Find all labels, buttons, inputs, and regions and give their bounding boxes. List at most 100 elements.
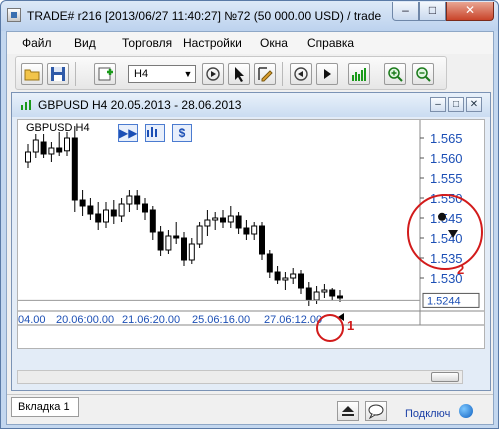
candle-body — [313, 291, 320, 301]
candle-body — [173, 235, 180, 239]
candle-body — [305, 287, 312, 301]
zoom-in-icon[interactable] — [384, 63, 406, 85]
play-forward-icon[interactable] — [316, 63, 338, 85]
candle-body — [25, 151, 31, 163]
menu-file[interactable]: Файл — [22, 36, 52, 50]
candle-body — [149, 209, 156, 233]
candle-body — [188, 243, 195, 261]
new-order-icon[interactable] — [94, 63, 116, 85]
toolbar-separator — [75, 62, 76, 86]
candle-body — [95, 213, 102, 223]
chart-horizontal-scrollbar[interactable] — [17, 370, 463, 384]
chart-icon — [20, 99, 32, 111]
cursor-icon[interactable] — [228, 63, 250, 85]
mdi-area: GBPUSD H4 20.05.2013 - 28.06.2013 – □ ✕ … — [11, 92, 491, 392]
draw-tool-icon[interactable] — [254, 63, 276, 85]
candle-body — [274, 271, 281, 281]
chart-maximize-button[interactable]: □ — [448, 97, 464, 112]
chevron-down-icon: ▼ — [183, 69, 193, 79]
chart-minimize-button[interactable]: – — [430, 97, 446, 112]
scrollbar-thumb[interactable] — [431, 372, 459, 382]
chart-window: GBPUSD H4 20.05.2013 - 28.06.2013 – □ ✕ … — [11, 92, 491, 391]
candle-body — [243, 227, 250, 235]
candle-body — [87, 205, 94, 215]
timeframe-value: H4 — [134, 68, 149, 80]
candle-body — [142, 203, 148, 213]
chart-symbol-label: GBPUSD H4 — [26, 122, 90, 134]
eject-icon[interactable] — [337, 401, 359, 421]
price-chart[interactable]: 1.5651.5601.5551.5501.5451.5401.5351.530… — [18, 120, 484, 348]
window-title: TRADE# r216 [2013/06/27 11:40:27] №72 (5… — [27, 9, 382, 23]
candle-body — [329, 289, 336, 297]
menu-help[interactable]: Справка — [307, 36, 355, 50]
step-back-icon[interactable] — [290, 63, 312, 85]
title-bar[interactable]: TRADE# r216 [2013/06/27 11:40:27] №72 (5… — [1, 1, 498, 31]
menu-settings[interactable]: Настройки — [183, 36, 242, 50]
candle-body — [126, 195, 133, 205]
annotation-circle-2 — [407, 194, 483, 270]
chat-icon[interactable] — [365, 401, 387, 421]
candle-body — [251, 225, 258, 235]
play-icon[interactable] — [202, 63, 224, 85]
main-toolbar: H4 ▼ — [15, 56, 447, 90]
candle-body — [290, 273, 297, 279]
candle-body — [321, 289, 328, 293]
candle-body — [48, 147, 55, 155]
chart-scroll-icon[interactable]: ▶▶ — [118, 124, 138, 142]
chart-window-title-bar[interactable]: GBPUSD H4 20.05.2013 - 28.06.2013 – □ ✕ — [12, 93, 490, 117]
indicators-icon[interactable] — [348, 63, 370, 85]
x-tick-label: 27.06:12.00 — [264, 314, 322, 326]
candle-body — [118, 203, 125, 217]
scroll-left-arrow-icon — [338, 313, 344, 321]
candle-body — [196, 225, 203, 245]
zoom-out-icon[interactable] — [412, 63, 434, 85]
candle-body — [32, 139, 39, 153]
candle-body — [266, 253, 273, 273]
candle-body — [79, 199, 86, 207]
candle-body — [259, 225, 265, 255]
candle-body — [181, 237, 187, 261]
connection-status: Подключ — [405, 408, 451, 420]
candle-body — [220, 217, 226, 223]
close-button[interactable]: ✕ — [446, 2, 494, 21]
menu-bar: Файл Вид Торговля Настройки Окна Справка — [7, 32, 493, 54]
maximize-button[interactable]: □ — [419, 2, 446, 21]
candle-body — [337, 295, 343, 299]
menu-trade[interactable]: Торговля — [122, 36, 173, 50]
candle-body — [110, 209, 117, 217]
candle-body — [71, 137, 78, 201]
menu-view[interactable]: Вид — [74, 36, 96, 50]
candle-body — [165, 235, 172, 251]
client-area: Файл Вид Торговля Настройки Окна Справка… — [6, 31, 494, 425]
candle-body — [282, 277, 289, 281]
candle-body — [235, 215, 242, 229]
x-tick-label: 21.06:20.00 — [122, 314, 180, 326]
candle-body — [298, 273, 304, 289]
current-price-label: 1.5244 — [427, 295, 461, 307]
x-tick-label: 20.06:00.00 — [56, 314, 114, 326]
dollar-icon[interactable]: $ — [172, 124, 192, 142]
open-folder-icon[interactable] — [21, 63, 43, 85]
save-icon[interactable] — [47, 63, 69, 85]
y-tick-label: 1.560 — [430, 151, 463, 166]
menu-windows[interactable]: Окна — [260, 36, 288, 50]
candle-body — [204, 219, 211, 227]
chart-bars-icon[interactable] — [145, 124, 165, 142]
minimize-button[interactable]: – — [392, 2, 419, 21]
y-tick-label: 1.530 — [430, 271, 463, 286]
tab-1[interactable]: Вкладка 1 — [11, 397, 79, 417]
annotation-circle-1 — [316, 314, 344, 342]
app-icon — [7, 8, 21, 22]
candle-body — [227, 215, 234, 223]
candle-body — [157, 231, 164, 251]
toolbar-separator — [282, 62, 283, 86]
y-tick-label: 1.565 — [430, 131, 463, 146]
tab-bar: Вкладка 1 Подключ — [7, 394, 493, 424]
x-tick-label: 04.00 — [18, 314, 46, 326]
chart-close-button[interactable]: ✕ — [466, 97, 482, 112]
annotation-number-1: 1 — [347, 318, 355, 333]
timeframe-select[interactable]: H4 ▼ — [128, 65, 196, 83]
candle-body — [56, 147, 63, 153]
x-tick-label: 25.06:16.00 — [192, 314, 250, 326]
